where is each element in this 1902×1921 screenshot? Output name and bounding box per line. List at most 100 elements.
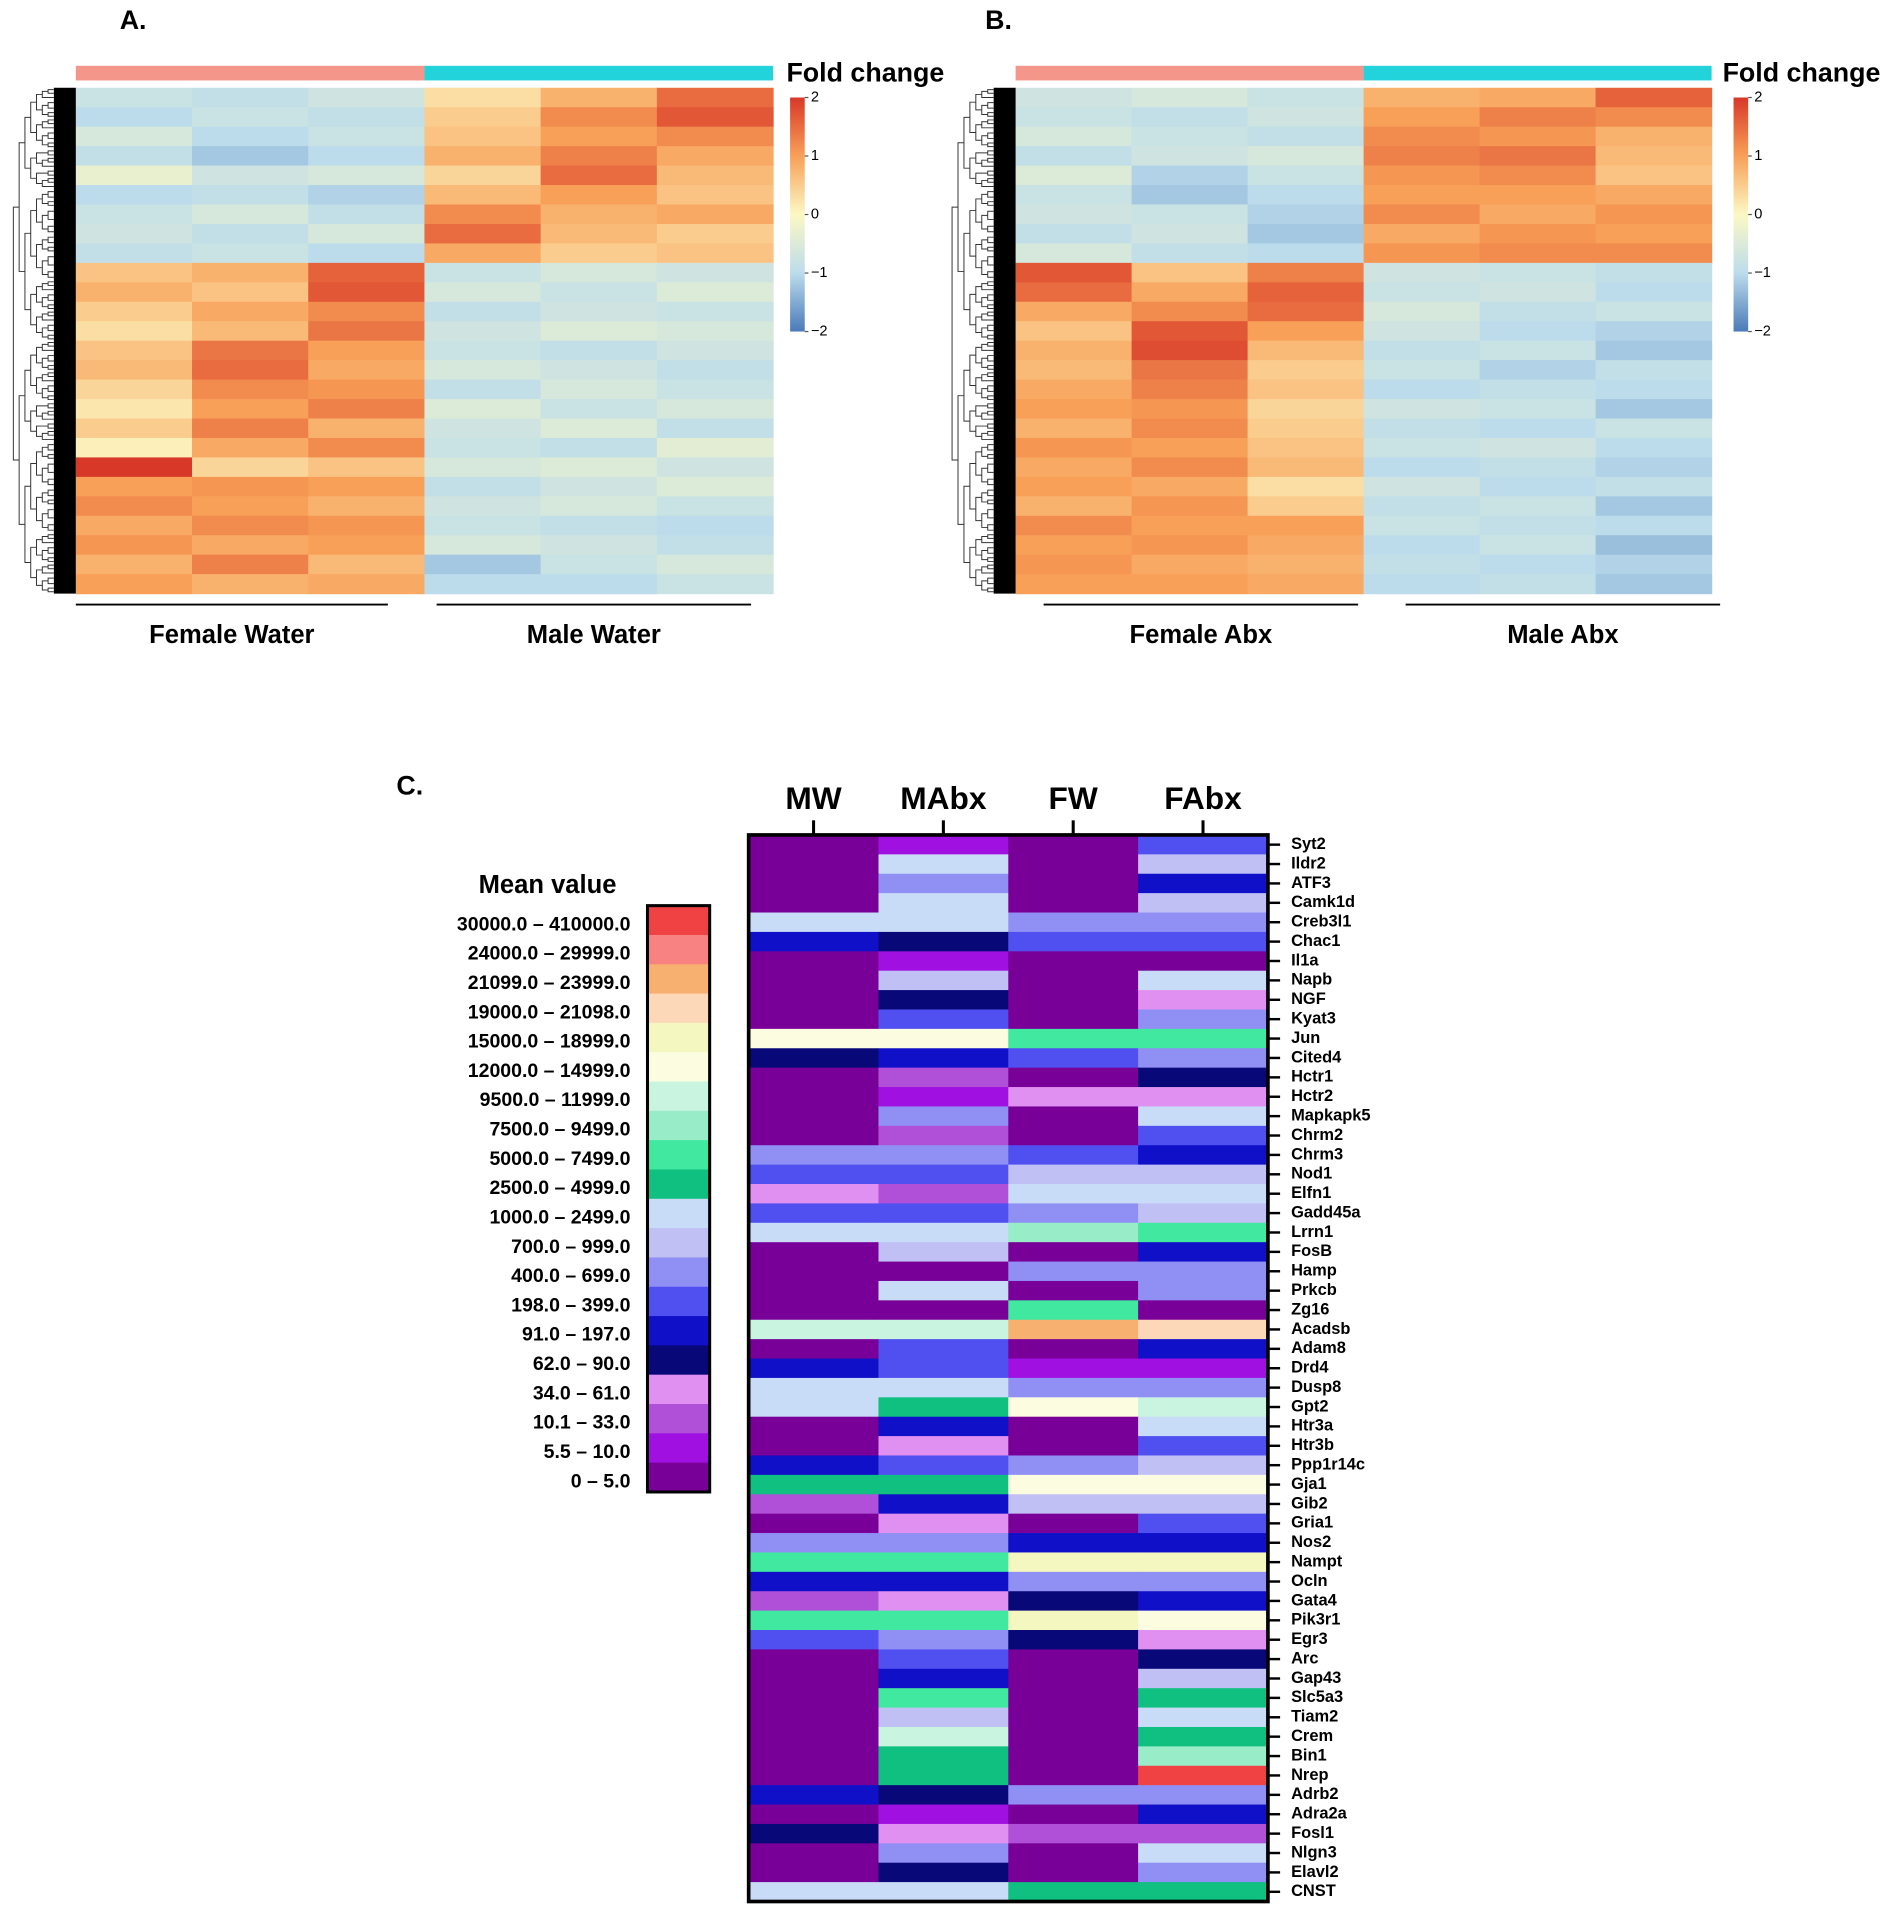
- heatmap-cell: [1138, 854, 1269, 875]
- heatmap-cell: [878, 1726, 1009, 1747]
- heatmap-cell: [1363, 146, 1481, 167]
- heatmap-cell: [1595, 107, 1713, 128]
- heatmap-cell: [1138, 1436, 1269, 1456]
- heatmap-cell: [748, 1377, 879, 1398]
- dendrogram-branch: [41, 550, 49, 561]
- heatmap-cell: [878, 1474, 1009, 1495]
- heatmap-cell: [1479, 496, 1597, 517]
- dendrogram-branch: [969, 462, 976, 510]
- dendrogram-branch: [975, 496, 982, 522]
- heatmap-cell: [748, 1164, 879, 1185]
- row-label: Ocln: [1291, 1572, 1328, 1590]
- heatmap-cell: [540, 476, 658, 497]
- dendrogram-branch: [41, 580, 49, 591]
- heatmap-cell: [748, 1358, 879, 1379]
- heatmap-cell: [1247, 360, 1365, 381]
- legend-label: 21099.0 – 23999.0: [468, 972, 631, 994]
- heatmap-cell: [308, 282, 426, 303]
- heatmap-cell: [1015, 301, 1133, 322]
- dendrogram-branch: [987, 463, 994, 473]
- heatmap-cell: [748, 1862, 879, 1883]
- heatmap-cell: [1595, 87, 1713, 108]
- heatmap-cell: [1008, 1591, 1139, 1612]
- heatmap-cell: [1363, 243, 1481, 264]
- heatmap-cell: [878, 1571, 1009, 1592]
- group-bar: [1015, 65, 1364, 81]
- row-label: Dusp8: [1291, 1378, 1341, 1396]
- row-label: Gib2: [1291, 1494, 1328, 1512]
- heatmap-cell: [192, 87, 309, 108]
- colorbar-tick-label: 2: [811, 89, 819, 105]
- heatmap-cell: [540, 301, 658, 322]
- heatmap-cell: [1138, 1067, 1269, 1088]
- heatmap-cell: [1138, 1377, 1269, 1398]
- legend-swatch: [647, 1081, 710, 1112]
- heatmap-cell: [1595, 457, 1713, 478]
- heatmap-cell: [656, 340, 774, 361]
- heatmap-cell: [1131, 262, 1249, 283]
- legend-swatch: [647, 1433, 710, 1464]
- dendrogram-branch: [975, 198, 982, 223]
- heatmap-cell: [656, 223, 774, 245]
- heatmap-cell: [656, 554, 774, 575]
- heatmap-cell: [75, 282, 193, 303]
- heatmap-cell: [540, 282, 658, 303]
- heatmap-cell: [1363, 204, 1481, 225]
- heatmap-cell: [878, 1319, 1009, 1340]
- dendrogram-branch: [47, 210, 54, 220]
- row-label: Gadd45a: [1291, 1203, 1361, 1221]
- heatmap-cell: [1008, 1261, 1139, 1282]
- colorbar-tick-label: 0: [811, 206, 819, 222]
- heatmap-cell: [424, 223, 542, 245]
- heatmap-cell: [878, 1455, 1009, 1476]
- heatmap-cell: [656, 146, 774, 167]
- heatmap-cell: [1595, 340, 1713, 361]
- row-label: Gap43: [1291, 1669, 1341, 1687]
- heatmap-cell: [1138, 1688, 1269, 1709]
- row-label: Nrep: [1291, 1766, 1328, 1784]
- heatmap-cell: [878, 1242, 1009, 1263]
- heatmap-cell: [308, 243, 426, 264]
- heatmap-cell: [878, 1339, 1009, 1360]
- heatmap-cell: [1247, 204, 1365, 225]
- legend-swatch: [647, 1198, 710, 1229]
- heatmap-cell: [1008, 1184, 1139, 1204]
- row-label: Adra2a: [1291, 1805, 1348, 1823]
- dendrogram-branch: [987, 210, 994, 220]
- heatmap-cell: [1138, 1746, 1269, 1767]
- heatmap-cell: [424, 185, 542, 206]
- dendrogram-branch: [18, 395, 25, 525]
- heatmap-cell: [1008, 1804, 1139, 1825]
- heatmap-cell: [1363, 107, 1481, 128]
- heatmap-cell: [192, 262, 309, 283]
- row-label: Hamp: [1291, 1262, 1337, 1280]
- heatmap-cell: [656, 282, 774, 303]
- dendrogram-branch: [987, 342, 994, 347]
- heatmap-cell: [1131, 321, 1249, 342]
- group-label: Male Water: [527, 621, 661, 649]
- dendrogram-branch: [975, 286, 982, 303]
- heatmap-cell: [748, 873, 879, 894]
- heatmap-cell: [878, 1746, 1009, 1767]
- heatmap-cell: [1595, 204, 1713, 225]
- heatmap-cell: [1363, 321, 1481, 342]
- heatmap-cell: [748, 893, 879, 914]
- row-label: Elfn1: [1291, 1184, 1331, 1202]
- dendrogram-branch: [47, 395, 54, 401]
- heatmap-cell: [75, 321, 193, 342]
- row-label: Syt2: [1291, 835, 1326, 853]
- heatmap-cell: [75, 418, 193, 439]
- heatmap-cell: [748, 1552, 879, 1573]
- dendrogram-branch: [981, 260, 988, 276]
- heatmap-cell: [878, 1668, 1009, 1689]
- dendrogram-branch: [47, 454, 54, 459]
- heatmap-cell: [1363, 379, 1481, 400]
- heatmap-cell: [1131, 476, 1249, 497]
- heatmap-cell: [75, 574, 193, 595]
- heatmap-cell: [540, 496, 658, 517]
- dendrogram-branch: [47, 342, 54, 347]
- row-label: Hctr2: [1291, 1087, 1333, 1105]
- heatmap-cell: [75, 204, 193, 225]
- heatmap-cell: [540, 204, 658, 225]
- panel-label: C.: [396, 770, 423, 800]
